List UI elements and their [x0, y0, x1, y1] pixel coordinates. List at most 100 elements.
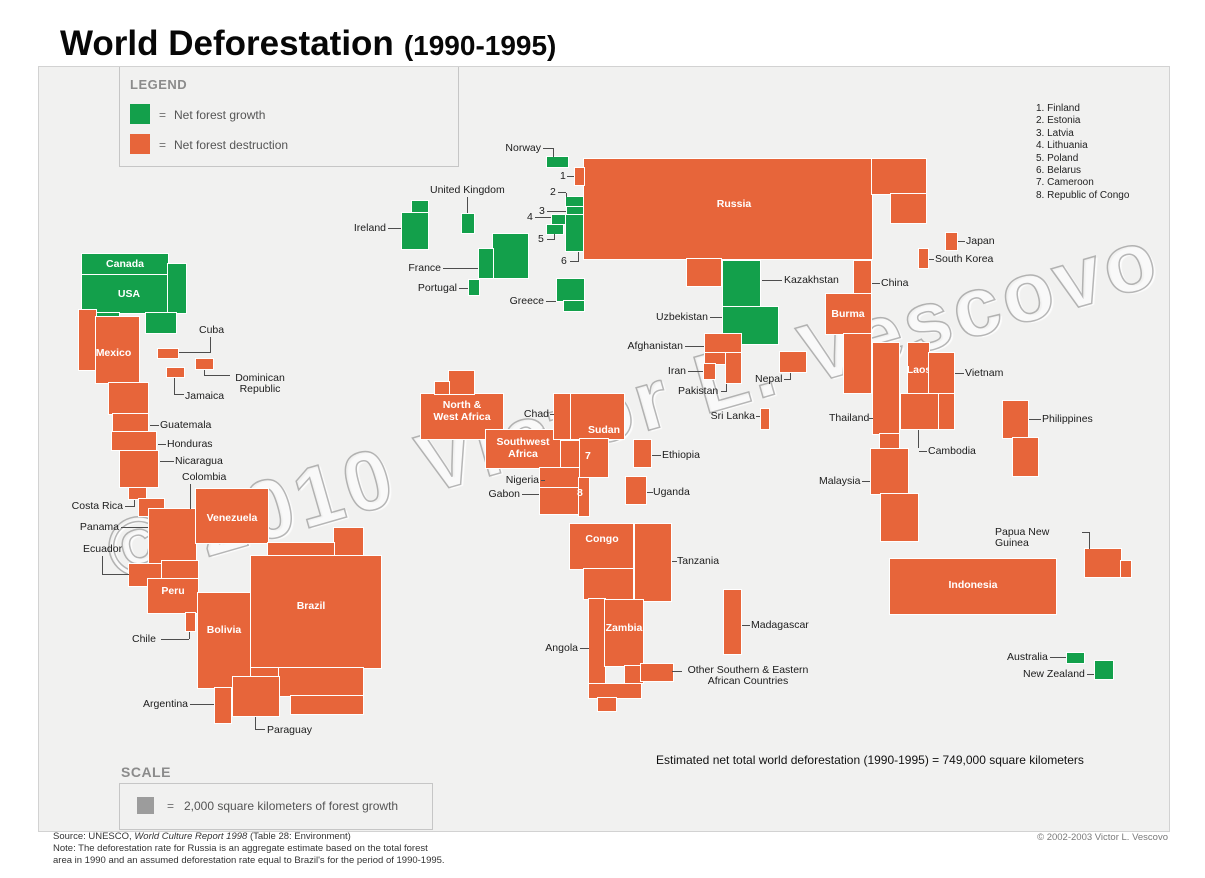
scale-swatch [137, 797, 154, 814]
country-label-papua-new-guinea: Papua New Guinea [995, 526, 1050, 549]
map-panel: © 2010 Victor L. Vescovo LEGEND = Net fo… [38, 66, 1170, 832]
country-block-estonia [566, 197, 583, 206]
country-block-vietnam [938, 394, 954, 429]
country-label-other-southern-eastern-african-countries: Other Southern & Eastern African Countri… [687, 664, 809, 687]
country-label-bolivia: Bolivia [206, 624, 242, 636]
country-label-russia: Russia [716, 198, 752, 210]
leader-line-paraguay [256, 729, 265, 730]
country-block-usa [168, 264, 186, 313]
country-label-chad: Chad [523, 408, 549, 420]
country-block-cambodia [901, 394, 938, 429]
country-block-usa [146, 313, 176, 333]
country-label-belarus: 6 [561, 255, 567, 267]
country-block-brazil [251, 556, 381, 668]
leader-line-finland [567, 176, 574, 177]
country-block-brazil [291, 696, 363, 714]
country-label-uganda: Uganda [653, 486, 690, 498]
country-block-peru [162, 561, 198, 579]
leader-line-madagascar [742, 625, 750, 626]
leader-line-france [443, 268, 478, 269]
country-block-latvia [567, 207, 583, 215]
numbered-list-item: 1. Finland [1036, 103, 1080, 114]
country-label-ireland: Ireland [353, 222, 386, 234]
leader-line-sri-lanka [756, 416, 760, 417]
country-label-zambia: Zambia [605, 622, 643, 634]
country-block-thailand [873, 343, 899, 434]
country-block-finland [575, 168, 584, 185]
leader-line-south-korea [929, 259, 934, 260]
country-block-south-korea [919, 249, 928, 268]
country-label-iran: Iran [667, 365, 686, 377]
leader-line-nepal [784, 379, 790, 380]
leader-line-portugal [459, 288, 468, 289]
country-block-philippines [1003, 401, 1028, 438]
country-block-afghanistan [705, 353, 726, 364]
leader-line-united-kingdom [467, 197, 468, 213]
country-label-nicaragua: Nicaragua [175, 455, 223, 467]
country-label-kazakhstan: Kazakhstan [784, 274, 839, 286]
leader-line-malaysia [862, 481, 870, 482]
country-block-other-southern-eastern-african-countries [625, 666, 643, 683]
leader-line-pakistan [721, 391, 726, 392]
country-block-malaysia [881, 494, 918, 541]
leader-line-cambodia [919, 451, 927, 452]
country-block-nepal [780, 352, 806, 372]
source-italic: World Culture Report 1998 [134, 831, 248, 842]
country-block-congo [570, 524, 633, 569]
leader-line-lithuania [535, 217, 551, 218]
country-label-cameroon: 7 [585, 450, 591, 462]
country-label-guatemala: Guatemala [160, 419, 212, 431]
country-label-lithuania: 4 [527, 211, 533, 223]
country-label-venezuela: Venezuela [206, 512, 258, 524]
country-label-argentina: Argentina [143, 698, 188, 710]
country-block-greece [557, 279, 584, 301]
country-label-sudan: Sudan [587, 424, 621, 436]
leader-line-poland [554, 234, 555, 240]
leader-line-vietnam [955, 373, 964, 374]
country-label-china: China [881, 277, 909, 289]
country-block-angola [589, 599, 605, 684]
country-block-canada [82, 254, 168, 275]
country-block-nigeria [540, 468, 579, 488]
leader-line-nigeria [541, 480, 545, 481]
country-block-russia [872, 159, 926, 194]
leader-line-angola [580, 648, 589, 649]
country-label-philippines: Philippines [1042, 413, 1093, 425]
country-label-poland: 5 [538, 233, 544, 245]
leader-line-estonia [566, 193, 567, 197]
country-block-nicaragua [120, 451, 158, 487]
country-label-southwest-africa: Southwest Africa [496, 436, 550, 460]
leader-line-panama [121, 527, 150, 528]
country-block-madagascar [724, 590, 741, 654]
country-label-norway: Norway [505, 142, 541, 154]
numbered-list-item: 5. Poland [1036, 152, 1079, 164]
country-label-south-korea: South Korea [935, 253, 994, 265]
country-label-honduras: Honduras [167, 438, 213, 450]
country-block-tanzania [635, 524, 671, 601]
country-block-mexico [109, 383, 148, 414]
country-label-cambodia: Cambodia [928, 445, 976, 457]
country-block-iran [704, 364, 715, 379]
country-label-afghanistan: Afghanistan [627, 340, 683, 352]
country-label-cuba: Cuba [199, 324, 225, 336]
leader-line-colombia [190, 484, 191, 509]
leader-line-cuba [210, 337, 211, 353]
country-label-congo: Congo [585, 533, 619, 545]
country-label-australia: Australia [1007, 651, 1048, 663]
country-label-paraguay: Paraguay [267, 724, 312, 736]
country-label-new-zealand: New Zealand [1023, 668, 1085, 680]
leader-line-costa-rica [134, 500, 135, 507]
country-block-china [854, 261, 871, 297]
country-label-uzbekistan: Uzbekistan [656, 311, 708, 323]
country-label-jamaica: Jamaica [185, 390, 225, 402]
leader-line-latvia [547, 211, 566, 212]
country-block-united-kingdom [462, 214, 474, 233]
country-label-france: France [408, 262, 441, 274]
note-line-1: Note: The deforestation rate for Russia … [53, 842, 428, 854]
scale-heading: SCALE [121, 764, 171, 780]
legend-heading: LEGEND [130, 77, 188, 92]
country-label-madagascar: Madagascar [751, 619, 809, 631]
country-label-sri-lanka: Sri Lanka [710, 410, 755, 422]
country-block-belarus [566, 215, 583, 251]
leader-line-guatemala [150, 425, 159, 426]
